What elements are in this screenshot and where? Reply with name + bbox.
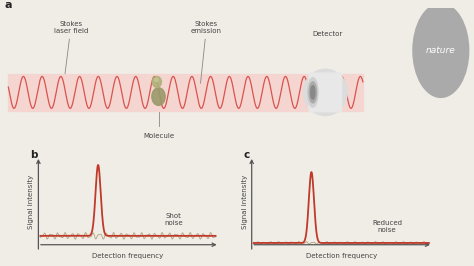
- Circle shape: [413, 3, 469, 97]
- Text: Molecule: Molecule: [143, 134, 174, 139]
- Text: Detector: Detector: [312, 31, 343, 37]
- Ellipse shape: [152, 88, 165, 105]
- Text: b: b: [30, 150, 38, 160]
- Ellipse shape: [152, 76, 162, 87]
- Text: c: c: [244, 150, 250, 160]
- FancyBboxPatch shape: [309, 73, 342, 112]
- Bar: [9, 73, 363, 111]
- Text: a: a: [4, 1, 12, 10]
- Text: Detection frequency: Detection frequency: [92, 253, 164, 259]
- Text: Signal intensity: Signal intensity: [28, 175, 35, 229]
- Text: Stokes
laser field: Stokes laser field: [54, 20, 88, 74]
- Text: Detection frequency: Detection frequency: [306, 253, 377, 259]
- Ellipse shape: [303, 69, 347, 115]
- Ellipse shape: [308, 78, 318, 107]
- Text: Signal intensity: Signal intensity: [242, 175, 248, 229]
- Text: Stokes
emission: Stokes emission: [191, 20, 222, 83]
- Ellipse shape: [155, 78, 158, 81]
- Ellipse shape: [309, 82, 317, 103]
- Ellipse shape: [311, 86, 315, 99]
- Text: nature: nature: [426, 46, 456, 55]
- Text: Shot
noise: Shot noise: [164, 213, 183, 226]
- Text: Reduced
noise: Reduced noise: [372, 221, 402, 234]
